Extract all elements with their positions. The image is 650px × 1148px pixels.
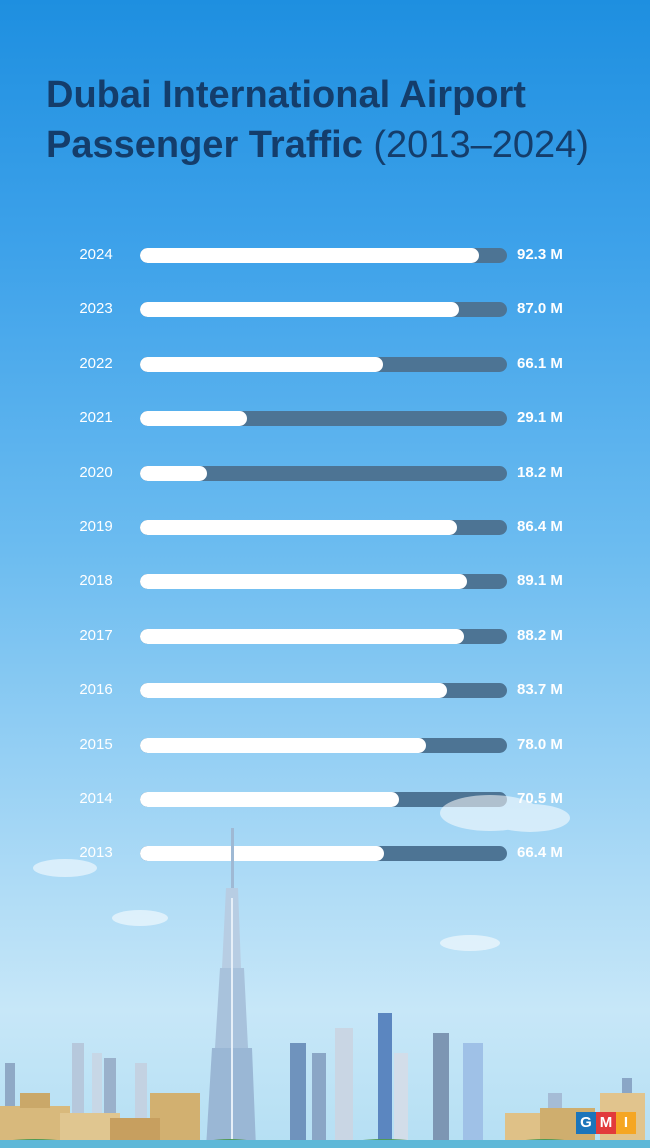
bar-row: 2017 88.2 M — [0, 621, 650, 651]
bar-row: 2019 86.4 M — [0, 512, 650, 542]
bar-row: 2024 92.3 M — [0, 240, 650, 270]
bar-row: 2014 70.5 M — [0, 784, 650, 814]
category-label: 2020 — [79, 463, 113, 481]
category-label: 2022 — [79, 354, 113, 372]
category-label: 2017 — [79, 626, 113, 644]
bar — [140, 574, 467, 590]
bar — [140, 737, 427, 753]
category-label: 2018 — [79, 572, 113, 590]
bar-row: 2015 78.0 M — [0, 730, 650, 760]
city-towers — [5, 1013, 632, 1148]
logo-letter-i: I — [616, 1112, 636, 1134]
data-label: 78.0 M — [517, 735, 563, 753]
water — [0, 1140, 650, 1148]
data-label: 66.1 M — [517, 354, 563, 372]
bar — [140, 356, 383, 372]
category-label: 2016 — [79, 681, 113, 699]
bar-track — [140, 792, 507, 807]
bar-track — [140, 356, 507, 372]
category-label: 2024 — [79, 246, 113, 263]
logo-letter-m: M — [596, 1112, 616, 1134]
bar — [140, 465, 207, 481]
bar — [140, 302, 460, 318]
clouds — [33, 795, 570, 951]
title-line-1: Dubai International Airport — [46, 74, 526, 116]
data-label: 86.4 M — [517, 518, 563, 535]
category-label: 2013 — [79, 844, 113, 862]
data-label: 88.2 M — [517, 626, 563, 644]
bar-track — [140, 411, 507, 427]
bar-track — [140, 574, 507, 590]
bar-track — [140, 248, 507, 263]
chart-title: Dubai International Airport Passenger Tr… — [46, 70, 626, 170]
data-label: 29.1 M — [517, 409, 563, 427]
title-line-2: Passenger Traffic (2013–2024) — [46, 120, 626, 170]
bar-row: 2020 18.2 M — [0, 458, 650, 488]
data-label: 89.1 M — [517, 572, 563, 590]
data-label: 66.4 M — [517, 844, 563, 862]
category-label: 2023 — [79, 300, 113, 318]
bar-row: 2023 87.0 M — [0, 294, 650, 324]
bar-row: 2018 89.1 M — [0, 566, 650, 596]
bar-track — [140, 628, 507, 644]
category-label: 2014 — [79, 790, 113, 807]
bar — [140, 520, 458, 535]
bar-track — [140, 465, 507, 481]
bar-track — [140, 520, 507, 535]
bar — [140, 411, 247, 427]
title-years: (2013–2024) — [373, 124, 589, 166]
bar — [140, 628, 464, 644]
bar-row: 2016 83.7 M — [0, 675, 650, 705]
bar-track — [140, 683, 507, 699]
logo-letter-g: G — [576, 1112, 596, 1134]
data-label: 18.2 M — [517, 463, 563, 481]
bar-track — [140, 302, 507, 318]
category-label: 2019 — [79, 518, 113, 535]
bar-track — [140, 737, 507, 753]
title-bold: Passenger Traffic — [46, 124, 363, 166]
bar — [140, 792, 399, 807]
bar — [140, 683, 448, 699]
category-label: 2021 — [79, 409, 113, 427]
bar-row: 2021 29.1 M — [0, 403, 650, 433]
bar-row: 2022 66.1 M — [0, 349, 650, 379]
dubai-skyline-illustration — [0, 795, 650, 1148]
gmi-logo: G M I — [576, 1112, 636, 1134]
bar — [140, 846, 384, 862]
data-label: 83.7 M — [517, 681, 563, 699]
bar — [140, 248, 479, 263]
data-label: 87.0 M — [517, 300, 563, 318]
burj-khalifa — [206, 828, 256, 1148]
data-label: 92.3 M — [517, 246, 563, 263]
category-label: 2015 — [79, 735, 113, 753]
